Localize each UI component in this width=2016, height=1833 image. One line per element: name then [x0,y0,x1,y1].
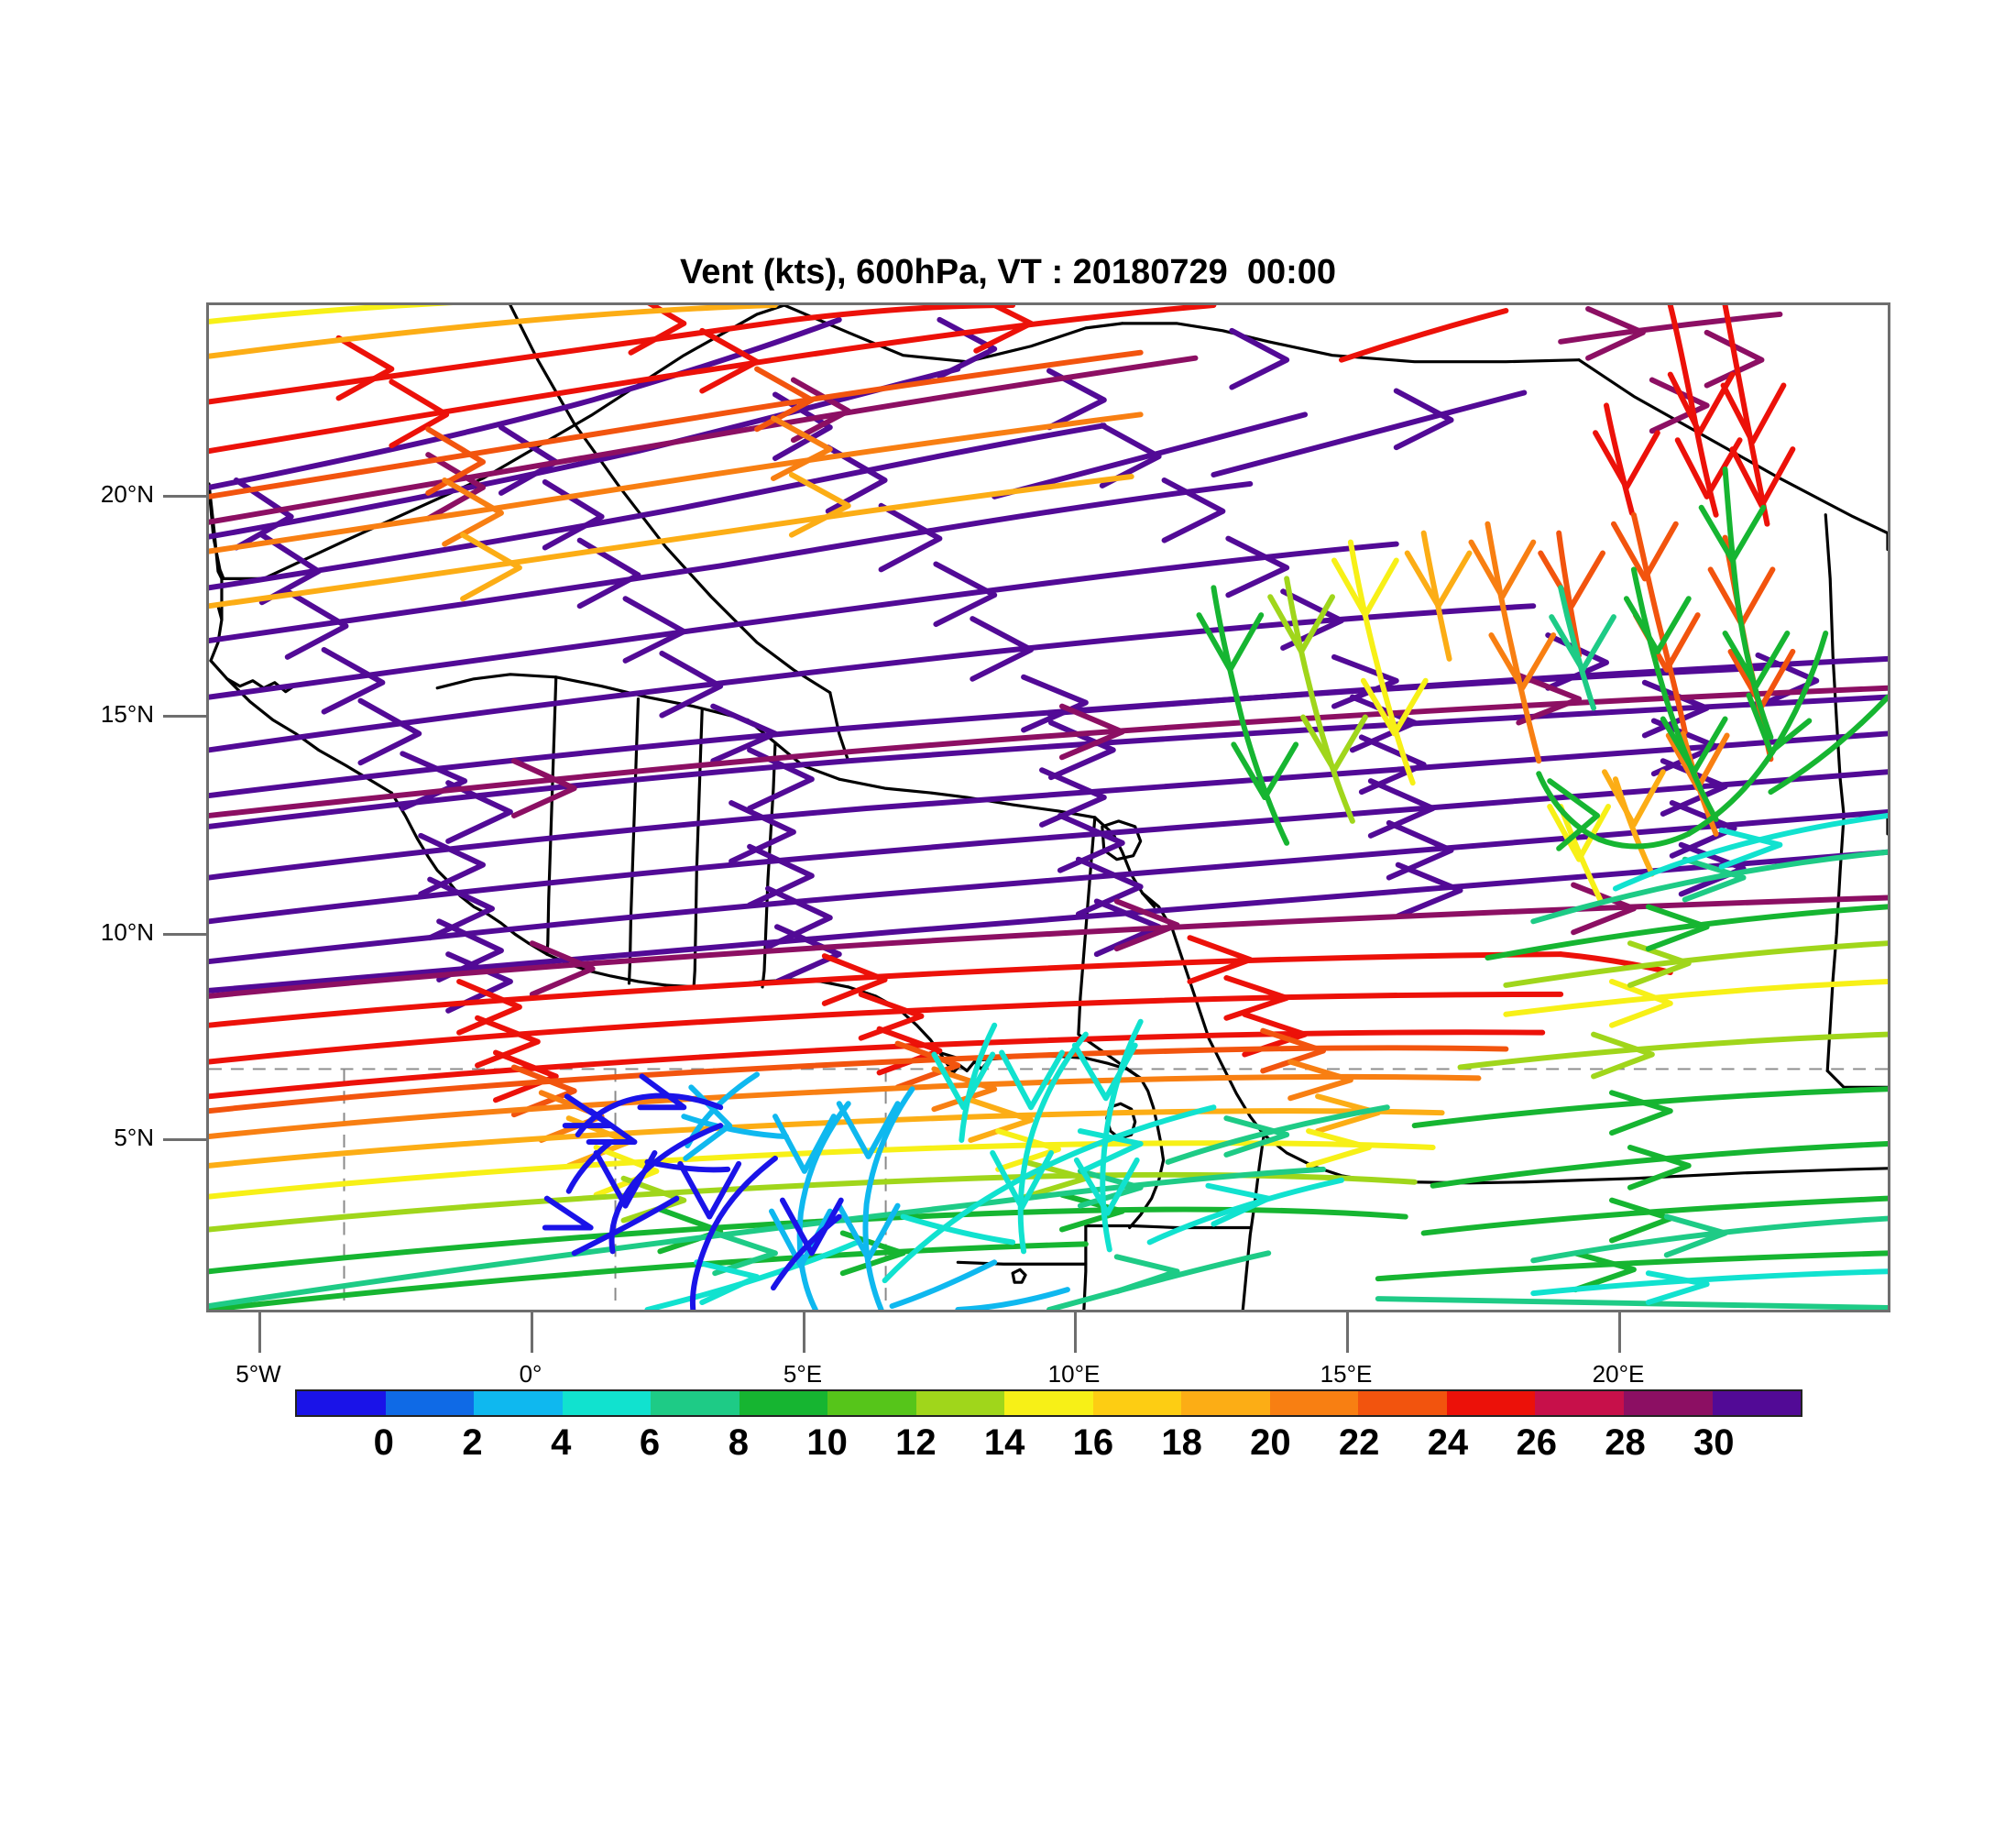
colorbar-segment-11 [1269,1391,1359,1415]
colorbar-tick-20: 20 [1250,1422,1291,1463]
colorbar-tick-6: 6 [639,1422,661,1463]
xtick-label-10e: 10°E [1047,1360,1101,1388]
colorbar-tick-0: 0 [373,1422,394,1463]
colorbar-segment-7 [915,1391,1005,1415]
colorbar-tick-16: 16 [1072,1422,1114,1463]
colorbar-segment-4 [651,1391,740,1415]
ytick-line-15n [163,715,206,718]
colorbar [295,1389,1802,1417]
colorbar-segment-15 [1623,1391,1713,1415]
xtick-line-5w [258,1312,261,1353]
map-plot-area [206,302,1890,1312]
streamline-layer [209,305,1888,1310]
colorbar-segment-12 [1358,1391,1447,1415]
page-title: Vent (kts), 600hPa, VT : 20180729 00:00 [679,253,1337,291]
ytick-label-5n: 5°N [114,1124,154,1151]
colorbar-segment-2 [474,1391,563,1415]
colorbar-segment-13 [1446,1391,1536,1415]
colorbar-tick-26: 26 [1516,1422,1557,1463]
colorbar-tick-18: 18 [1161,1422,1202,1463]
colorbar-segment-8 [1004,1391,1093,1415]
xtick-label-5e: 5°E [783,1360,823,1388]
colorbar-tick-8: 8 [728,1422,749,1463]
colorbar-tick-24: 24 [1427,1422,1469,1463]
colorbar-tick-30: 30 [1693,1422,1735,1463]
colorbar-tick-12: 12 [895,1422,937,1463]
colorbar-tick-14: 14 [983,1422,1025,1463]
ytick-line-20n [163,495,206,498]
xtick-label-20e: 20°E [1592,1360,1645,1388]
ytick-label-15n: 15°N [100,700,154,728]
xtick-label-5w: 5°W [236,1360,281,1388]
colorbar-segment-0 [297,1391,386,1415]
xtick-label-0: 0° [519,1360,542,1388]
colorbar-segment-14 [1535,1391,1624,1415]
colorbar-tick-labels: 0 2 4 6 8 10 12 14 16 18 20 22 24 26 28 30 [0,1422,2016,1468]
ytick-label-10n: 10°N [100,918,154,946]
xtick-line-0 [531,1312,533,1353]
ytick-line-10n [163,933,206,936]
colorbar-segment-16 [1712,1391,1802,1415]
colorbar-segment-10 [1181,1391,1270,1415]
xtick-label-15e: 15°E [1320,1360,1373,1388]
xtick-line-20e [1618,1312,1621,1353]
map-svg [209,305,1888,1310]
colorbar-segment-9 [1092,1391,1182,1415]
xtick-line-5e [803,1312,805,1353]
colorbar-segment-1 [385,1391,475,1415]
colorbar-tick-4: 4 [551,1422,572,1463]
xtick-line-10e [1074,1312,1077,1353]
ytick-label-20n: 20°N [100,480,154,508]
colorbar-segment-6 [827,1391,916,1415]
colorbar-tick-2: 2 [462,1422,483,1463]
colorbar-segment-5 [739,1391,828,1415]
ytick-line-5n [163,1138,206,1141]
colorbar-tick-22: 22 [1338,1422,1380,1463]
colorbar-tick-28: 28 [1605,1422,1646,1463]
xtick-line-15e [1346,1312,1349,1353]
colorbar-segment-3 [562,1391,652,1415]
colorbar-tick-10: 10 [806,1422,848,1463]
